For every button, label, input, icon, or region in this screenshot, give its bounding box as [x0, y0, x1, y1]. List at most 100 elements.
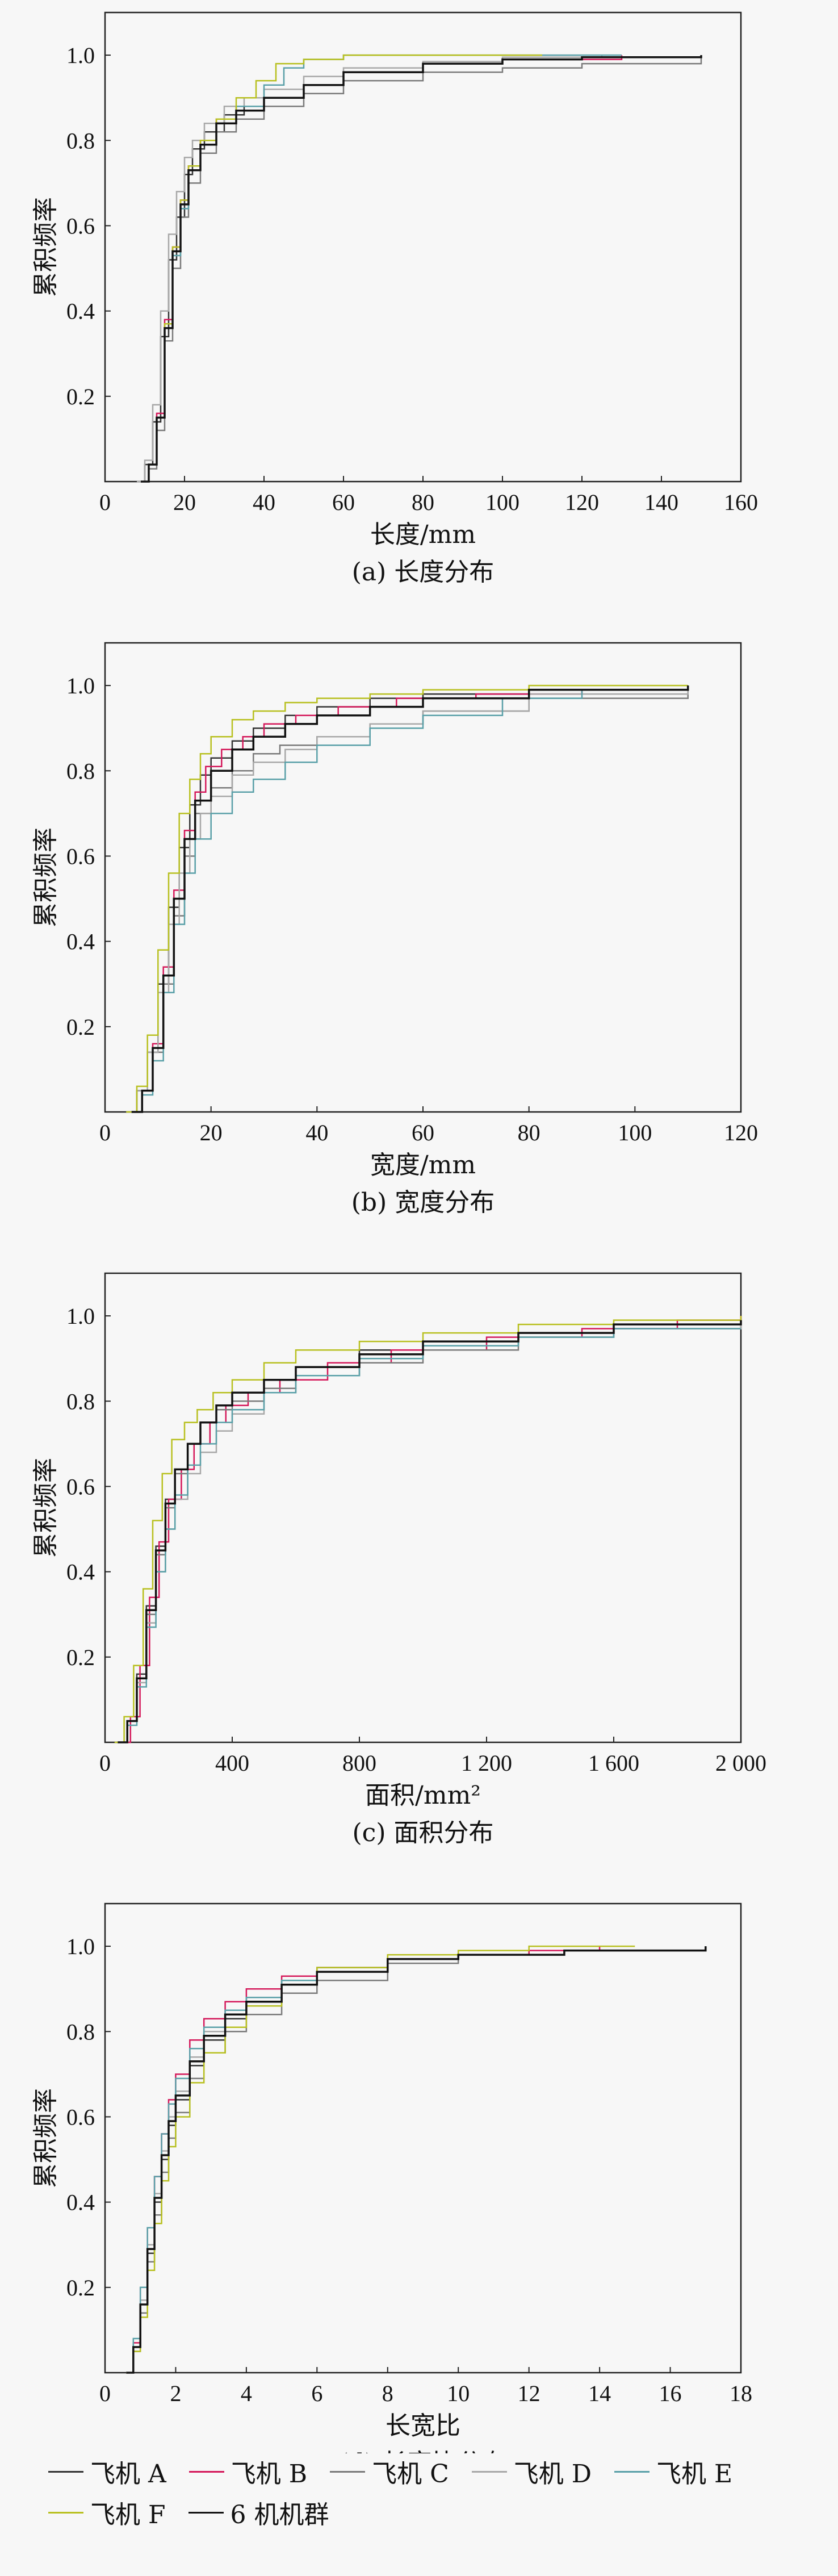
chart-panel-area: 0 400 800 1 200 1 600 2 000 0.2 0.4 0.6 0.8 1.0 面积/… [0, 1261, 838, 1891]
x-tick-label: 400 [215, 1750, 249, 1776]
y-tick-label: 0.2 [66, 384, 95, 409]
x-tick-label: 0 [99, 1750, 111, 1776]
x-tick-label: 140 [644, 490, 678, 515]
x-tick-label: 16 [659, 2381, 682, 2406]
legend-item-f: 飞机 F [48, 2494, 166, 2531]
chart-caption-width: (b) 宽度分布 [351, 1188, 495, 1217]
series-line-4 [118, 1324, 742, 1743]
legend-item-b: 飞机 B [188, 2453, 308, 2490]
legend-item-d: 飞机 D [471, 2453, 592, 2490]
x-tick-label: 2 000 [715, 1750, 766, 1776]
x-axis-title: 面积/mm² [365, 1781, 481, 1810]
x-tick-label: 1 200 [461, 1750, 512, 1776]
y-tick-label: 0.2 [66, 1645, 95, 1670]
x-tick-label: 100 [618, 1120, 652, 1145]
series-line-3 [126, 1946, 707, 2374]
x-tick-label: 8 [382, 2381, 393, 2406]
plot-frame [104, 1272, 742, 1743]
chart-caption-area: (c) 面积分布 [353, 1818, 494, 1847]
series-line-2 [126, 1946, 601, 2374]
legend-swatch [188, 2511, 224, 2514]
y-tick-label: 0.6 [66, 2104, 95, 2130]
legend-label: 飞机 B [231, 2460, 308, 2489]
chart-panel-width: 0 20 40 60 80 100 120 0.2 0.4 0.6 0.8 1.0 宽度/mm 累积频率 (… [0, 630, 838, 1261]
plot-frame [104, 11, 742, 483]
series-line-6 [114, 1316, 742, 1743]
y-axis-title: 累积频率 [31, 1458, 60, 1558]
legend-label: 6 机机群 [230, 2500, 329, 2529]
legend-label: 飞机 F [90, 2500, 166, 2529]
y-axis-title: 累积频率 [31, 2088, 60, 2188]
legend-swatch [48, 2470, 83, 2473]
series-line-4 [137, 55, 603, 483]
x-tick-label: 0 [99, 2381, 111, 2406]
legend-swatch [330, 2470, 366, 2473]
series-line-2 [121, 1316, 742, 1743]
y-tick-label: 1.0 [66, 673, 95, 699]
x-tick-label: 20 [173, 490, 196, 515]
y-tick-label: 0.8 [66, 128, 95, 153]
series-line-1 [118, 1320, 742, 1743]
series-line-5 [131, 685, 689, 1113]
series-line-5 [141, 54, 622, 483]
x-tick-label: 1 600 [588, 1750, 639, 1776]
x-tick-label: 40 [253, 490, 275, 515]
y-tick-label: 1.0 [66, 43, 95, 68]
legend-item-c: 飞机 C [330, 2453, 449, 2490]
y-tick-label: 0.2 [66, 2275, 95, 2301]
legend-label: 飞机 E [656, 2460, 733, 2489]
x-tick-label: 4 [241, 2381, 252, 2406]
series-line-5 [118, 1328, 741, 1743]
y-tick-label: 0.8 [66, 2019, 95, 2044]
y-tick-label: 0.8 [66, 758, 95, 784]
x-axis-title: 宽度/mm [370, 1151, 476, 1180]
y-axis-title: 累积频率 [31, 197, 60, 297]
legend-row-2: 飞机 F 6 机机群 [48, 2492, 832, 2533]
x-tick-label: 0 [99, 1120, 111, 1145]
legend-swatch [471, 2470, 507, 2473]
x-tick-label: 12 [518, 2381, 540, 2406]
x-tick-label: 10 [447, 2381, 470, 2406]
series-line-5 [126, 1946, 707, 2374]
series-line-3 [118, 1324, 742, 1743]
y-tick-label: 0.4 [66, 929, 95, 955]
x-tick-label: 60 [332, 490, 355, 515]
series-line-6 [126, 684, 688, 1113]
x-tick-label: 60 [412, 1120, 434, 1145]
legend-swatch [48, 2511, 83, 2514]
y-tick-label: 0.4 [66, 1559, 95, 1585]
x-tick-label: 0 [99, 490, 111, 515]
legend-swatch [614, 2470, 650, 2473]
legend-label: 飞机 A [90, 2460, 166, 2489]
legend-label: 飞机 D [513, 2460, 592, 2489]
series-line-7 [126, 1946, 707, 2374]
chart-panel-length: 0 20 40 60 80 100 120 140 160 0.2 0.4 0.6 0.8 1.0 长度/m… [0, 0, 838, 630]
x-axis-title: 长度/mm [370, 520, 476, 549]
legend-row-1: 飞机 A 飞机 B 飞机 C 飞机 D 飞机 E [48, 2451, 832, 2492]
series-line-6 [141, 54, 542, 483]
chart-panel-aspect-ratio: 0 2 4 6 8 10 12 14 16 18 0.2 0.4 0.6 0.8 1.0 长宽比 累积频率 (d)… [0, 1891, 838, 2453]
y-axis-title: 累积频率 [31, 827, 60, 927]
series-line-3 [131, 685, 689, 1113]
x-tick-label: 120 [565, 490, 599, 515]
series-line-6 [126, 1945, 635, 2374]
series-line-7 [118, 1320, 742, 1743]
x-tick-label: 18 [730, 2381, 752, 2406]
x-tick-label: 2 [170, 2381, 181, 2406]
series-line-1 [126, 1946, 707, 2374]
y-tick-label: 0.6 [66, 843, 95, 869]
x-tick-label: 80 [518, 1120, 540, 1145]
y-tick-label: 0.4 [66, 299, 95, 324]
chart-aspect-ratio: 0 2 4 6 8 10 12 14 16 18 0.2 0.4 0.6 0.8 1.0 长宽比 累积频率 (d)… [31, 1902, 752, 2453]
chart-caption-aspect-ratio: (d) 长宽比分布 [339, 2449, 507, 2453]
legend-item-e: 飞机 E [614, 2453, 732, 2490]
y-tick-label: 0.2 [66, 1014, 95, 1040]
legend-swatch [188, 2470, 224, 2473]
legend: 飞机 A 飞机 B 飞机 C 飞机 D 飞机 E 飞机 F 6 机机群 [48, 2451, 832, 2533]
x-tick-label: 100 [485, 490, 519, 515]
y-tick-label: 0.6 [66, 213, 95, 239]
x-tick-label: 40 [305, 1120, 328, 1145]
x-tick-label: 120 [724, 1120, 758, 1145]
chart-caption-length: (a) 长度分布 [352, 558, 495, 587]
x-axis-title: 长宽比 [386, 2411, 460, 2440]
